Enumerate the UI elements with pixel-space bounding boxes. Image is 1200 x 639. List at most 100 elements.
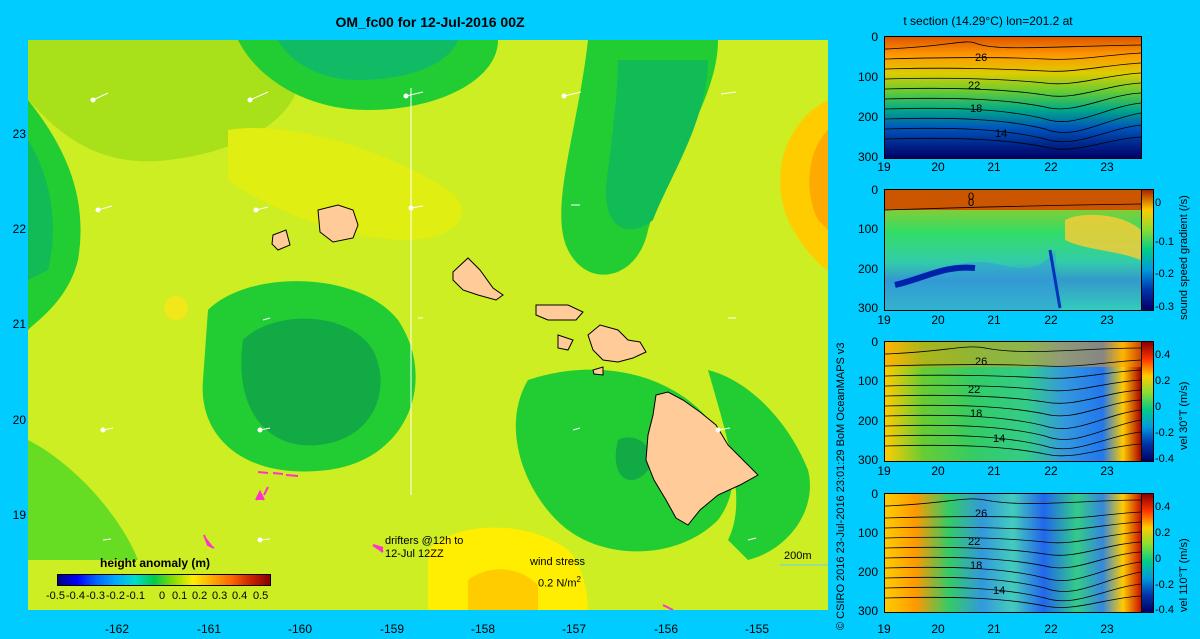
isotherm-label: 14 — [995, 128, 1008, 140]
section-lat-tick: 20 — [931, 622, 945, 636]
depth-tick: 300 — [857, 453, 878, 467]
cb-tick: 0.2 — [1155, 527, 1171, 539]
section-lat-tick: 20 — [931, 464, 945, 478]
sound-speed-gradient-panel[interactable] — [884, 189, 1142, 311]
lon-tick: -157 — [561, 622, 587, 636]
vel30-section-panel[interactable] — [884, 341, 1142, 462]
drifters-label: drifters @12h to — [385, 535, 464, 547]
depth-tick: 200 — [857, 262, 878, 276]
depth-tick: 300 — [857, 604, 878, 618]
colorbar-tick: -0.5 — [46, 590, 65, 602]
isotherm-label: 22 — [968, 80, 981, 92]
section-lat-tick: 19 — [877, 160, 891, 174]
sound-speed-colorbar — [1141, 189, 1154, 311]
vel110-cb-label: vel 110°T (m/s) — [1178, 538, 1190, 612]
depth-tick: 0 — [871, 335, 878, 349]
colorbar-tick: -0.2 — [106, 590, 125, 602]
temperature-section-canvas — [885, 37, 1141, 158]
vel30-colorbar — [1141, 341, 1154, 462]
isotherm-label: 22 — [968, 384, 981, 396]
section-lat-tick: 19 — [877, 622, 891, 636]
section-lat-tick: 23 — [1100, 313, 1114, 327]
cb-tick: -0.2 — [1155, 579, 1174, 591]
height-anomaly-colorbar — [57, 574, 271, 586]
wind-scale-label: 0.2 N/m2 — [538, 575, 581, 590]
height-anomaly-map[interactable] — [28, 40, 828, 611]
cb-tick: 0.4 — [1155, 349, 1171, 361]
lon-tick: -156 — [653, 622, 679, 636]
section-lat-tick: 22 — [1044, 622, 1058, 636]
zero-contour-label: 0 — [968, 191, 975, 203]
section-lat-tick: 19 — [877, 313, 891, 327]
section-title: t section (14.29°C) lon=201.2 at — [903, 14, 1073, 28]
colorbar-tick: 0.3 — [212, 590, 228, 602]
sound-speed-cb-label: sound speed gradient (/s) — [1178, 195, 1190, 320]
isotherm-label: 26 — [975, 52, 988, 64]
depth-tick: 200 — [857, 110, 878, 124]
depth-tick: 300 — [857, 150, 878, 164]
lat-tick: 21 — [12, 317, 26, 331]
section-lat-tick: 22 — [1044, 313, 1058, 327]
colorbar-ticks: -0.5 -0.4 -0.3 -0.2 -0.1 0 0.1 0.2 0.3 0… — [46, 590, 286, 604]
section-lat-tick: 21 — [987, 313, 1001, 327]
depth-tick: 0 — [871, 30, 878, 44]
colorbar-tick: 0.1 — [172, 590, 188, 602]
cb-tick: -0.4 — [1155, 453, 1174, 465]
sound-speed-canvas — [885, 190, 1141, 310]
cb-tick: 0.2 — [1155, 375, 1171, 387]
cb-tick: 0 — [1155, 401, 1162, 413]
isotherm-label: 22 — [968, 536, 981, 548]
section-lat-tick: 22 — [1044, 464, 1058, 478]
cb-tick: -0.2 — [1155, 427, 1174, 439]
vel110-section-panel[interactable] — [884, 493, 1142, 613]
isotherm-label: 18 — [970, 560, 983, 572]
depth-tick: 200 — [857, 565, 878, 579]
depth-tick: 300 — [857, 301, 878, 315]
lon-tick: -160 — [287, 622, 313, 636]
colorbar-tick: -0.1 — [126, 590, 145, 602]
temperature-section-panel[interactable] — [884, 36, 1142, 159]
credit-text: © CSIRO 2016 23-Jul-2016 23:01:29 BoM Oc… — [835, 342, 847, 630]
section-lat-tick: 20 — [931, 160, 945, 174]
lat-tick: 22 — [12, 222, 26, 236]
section-lat-tick: 20 — [931, 313, 945, 327]
colorbar-tick: 0.2 — [192, 590, 208, 602]
colorbar-tick: 0 — [159, 590, 166, 602]
depth-tick: 0 — [871, 487, 878, 501]
vel110-colorbar — [1141, 493, 1154, 613]
lon-tick: -161 — [196, 622, 222, 636]
depth-tick: 100 — [857, 222, 878, 236]
cb-tick: -0.4 — [1155, 604, 1174, 616]
depth-tick: 200 — [857, 414, 878, 428]
section-lat-tick: 21 — [987, 160, 1001, 174]
section-lat-tick: 19 — [877, 464, 891, 478]
lat-tick: 20 — [12, 413, 26, 427]
cb-tick: -0.2 — [1155, 268, 1174, 280]
colorbar-tick: 0.4 — [232, 590, 248, 602]
cb-tick: -0.3 — [1155, 301, 1174, 313]
section-lat-tick: 21 — [987, 464, 1001, 478]
wind-stress-label: wind stress — [530, 556, 586, 568]
lon-tick: -155 — [744, 622, 770, 636]
lat-tick: 23 — [12, 127, 26, 141]
isotherm-label: 26 — [975, 508, 988, 520]
colorbar-tick: 0.5 — [253, 590, 269, 602]
section-lat-tick: 21 — [987, 622, 1001, 636]
drifters-label-time: 12-Jul 12ZZ — [385, 548, 444, 560]
section-lat-tick: 23 — [1100, 464, 1114, 478]
map-title: OM_fc00 for 12-Jul-2016 00Z — [335, 14, 525, 30]
cb-tick: 0.4 — [1155, 501, 1171, 513]
section-lat-tick: 22 — [1044, 160, 1058, 174]
section-lat-tick: 23 — [1100, 160, 1114, 174]
colorbar-tick: -0.4 — [66, 590, 85, 602]
isotherm-label: 14 — [993, 585, 1006, 597]
vel110-canvas — [885, 494, 1141, 612]
depth-contour-label: 200m — [784, 550, 812, 562]
colorbar-title: height anomaly (m) — [100, 556, 211, 570]
isotherm-label: 26 — [975, 356, 988, 368]
isotherm-label: 18 — [970, 103, 983, 115]
map-canvas — [28, 40, 828, 611]
section-lat-tick: 23 — [1100, 622, 1114, 636]
colorbar-tick: -0.3 — [86, 590, 105, 602]
vel30-canvas — [885, 342, 1141, 461]
